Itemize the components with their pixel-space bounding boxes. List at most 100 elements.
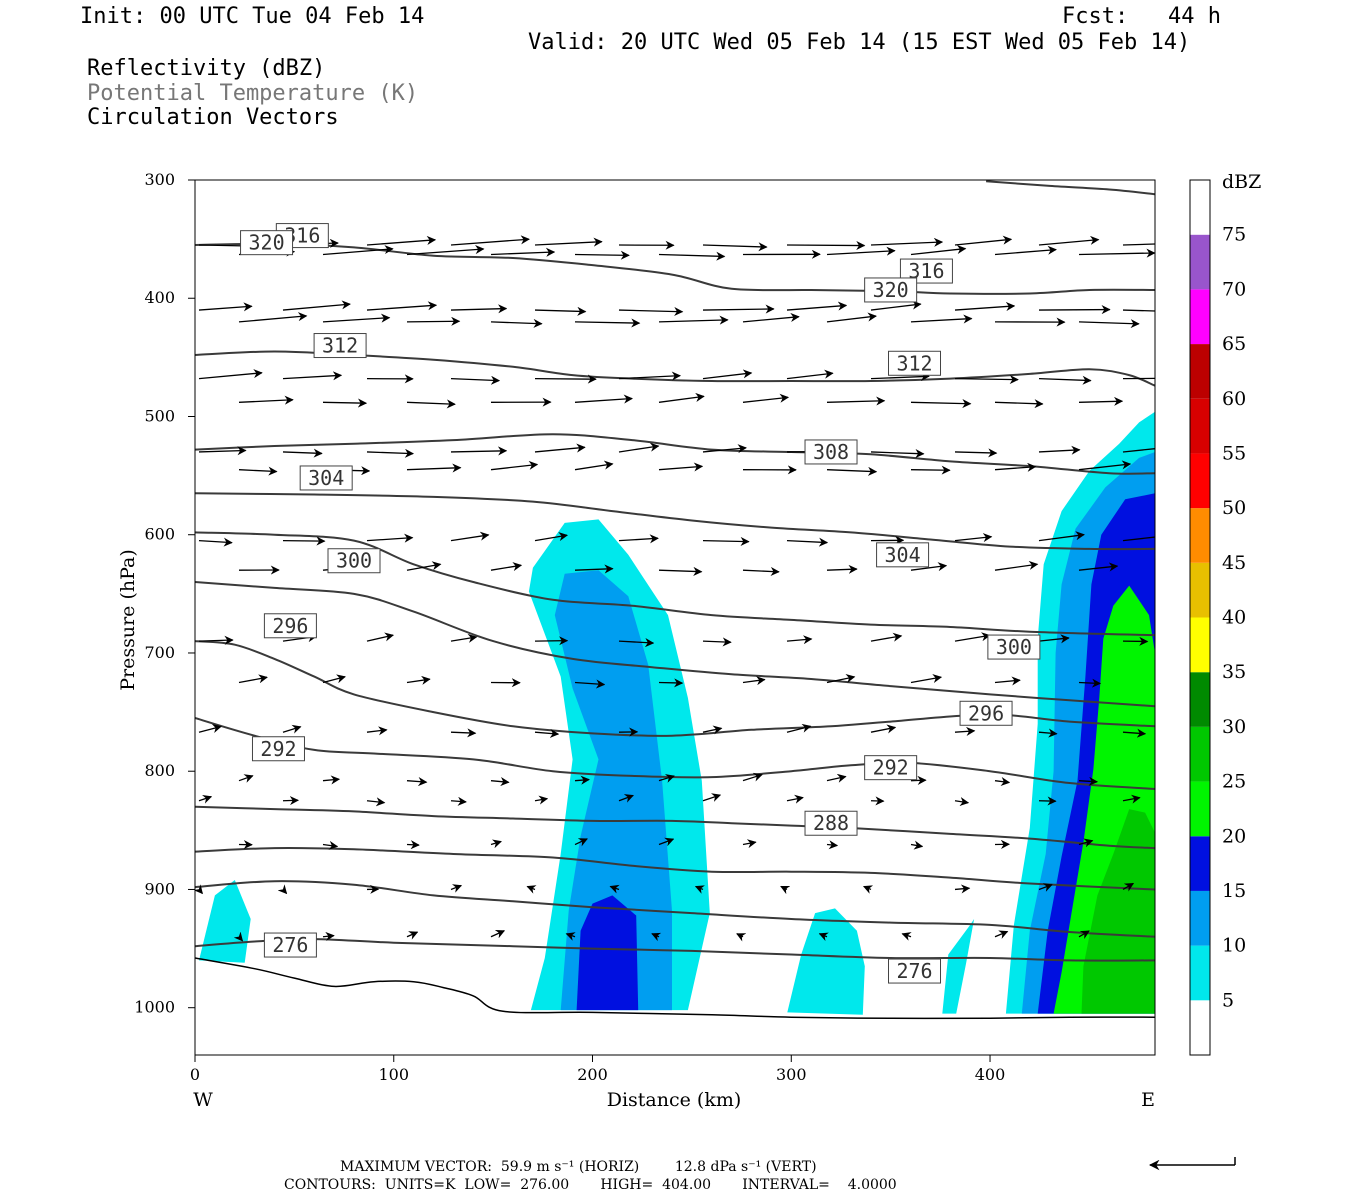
svg-text:308: 308 [813,440,849,464]
y-tick-label-700: 700 [144,643,175,662]
circulation-vector [910,244,967,256]
circulation-vector [618,306,684,317]
circulation-vector [406,316,461,326]
theta-contour-320 [195,242,1155,295]
circulation-vector [742,566,780,577]
reference-vector-icon [1148,1157,1236,1171]
colorbar-swatch-4 [1190,781,1210,837]
circulation-vector [994,776,1011,786]
theta-label-292-0: 292 [251,736,305,762]
circulation-vector [618,638,655,648]
colorbar-swatch-2 [1190,890,1210,946]
circulation-vector [870,237,944,247]
colorbar-swatch-1 [1190,945,1210,1001]
circulation-vector [534,237,603,247]
circulation-vector [233,931,244,942]
circulation-vector [658,774,675,783]
colorbar-label-25: 25 [1222,771,1246,793]
circulation-vector [954,448,998,458]
colorbar-label-65: 65 [1222,333,1246,355]
circulation-vector [702,536,750,547]
circulation-vector [826,674,856,684]
circulation-vector [534,795,549,805]
circulation-vector [282,795,300,806]
svg-text:304: 304 [308,466,344,490]
circulation-vector [490,247,556,257]
circulation-vector [910,562,948,572]
theta-contour-280 [195,880,1155,938]
y-tick-label-1000: 1000 [134,998,175,1017]
circulation-vector [1038,235,1100,246]
colorbar-swatch-5 [1190,726,1210,782]
circulation-vector [450,796,467,806]
theta-label-304-0: 304 [299,465,353,491]
colorbar-swatch-10 [1190,453,1210,509]
svg-text:312: 312 [896,351,932,375]
colorbar-swatch-11 [1190,398,1210,454]
colorbar-label-60: 60 [1222,388,1246,410]
field-name-vectors: Circulation Vectors [87,105,339,130]
circulation-vector [910,314,973,324]
theta-label-300-1: 300 [987,634,1041,660]
svg-text:288: 288 [813,811,849,835]
circulation-vector [1078,562,1119,572]
circulation-vector [406,931,419,940]
circulation-vector [366,235,437,246]
colorbar-label-45: 45 [1222,552,1246,574]
theta-contour-304 [195,531,1155,637]
theta-contour-324 [986,180,1155,196]
y-axis-label: Pressure (hPa) [117,549,139,691]
circulation-vector [406,840,420,850]
colorbar-label-70: 70 [1222,278,1246,300]
theta-label-312-1: 312 [888,350,942,376]
colorbar-label-35: 35 [1222,661,1246,683]
circulation-vector [1078,396,1124,406]
circulation-vector [574,775,590,785]
theta-label-308-0: 308 [804,439,858,465]
circulation-vector [994,462,1037,472]
circulation-vector [574,679,606,689]
y-tick-label-300: 300 [144,170,175,189]
circulation-vector [238,312,308,323]
circulation-vector [366,797,386,807]
circulation-vector [786,635,813,645]
circulation-vector [1038,728,1058,738]
x-tick-label-100: 100 [378,1065,409,1084]
circulation-vector [870,300,922,311]
colorbar-swatch-3 [1190,836,1210,891]
theta-contour-300 [195,581,1155,708]
init-time: Init: 00 UTC Tue 04 Feb 14 [80,4,425,29]
circulation-vector [826,246,896,256]
circulation-vector [490,777,510,787]
circulation-vector [366,448,415,458]
circulation-vector [450,375,501,385]
circulation-vector [954,884,971,894]
x-end-label-west: W [193,1089,213,1111]
theta-label-276-0: 276 [263,932,317,958]
circulation-vector [406,561,442,571]
circulation-vector [565,932,576,941]
circulation-vector [658,315,729,325]
circulation-vector [534,306,587,316]
circulation-vector [366,632,395,642]
circulation-vector [490,929,506,939]
theta-contour-292 [195,717,1155,790]
circulation-vector [1078,460,1132,471]
circulation-vector [282,536,326,546]
circulation-vector [954,726,976,736]
reflectivity-region-5dbz-5 [942,919,975,1014]
y-tick-label-500: 500 [144,406,175,425]
circulation-vector [195,884,203,895]
svg-text:292: 292 [873,756,909,780]
circulation-vector [322,244,394,256]
colorbar-frame [1189,179,1211,1056]
svg-text:320: 320 [873,278,909,302]
circulation-vector [450,728,477,738]
circulation-vector [534,728,560,738]
theta-contour-288 [195,805,1155,850]
circulation-vector [1038,531,1085,542]
svg-text:296: 296 [272,614,308,638]
circulation-vector [1078,678,1102,688]
circulation-vector [702,369,753,380]
circulation-vector [490,839,502,849]
